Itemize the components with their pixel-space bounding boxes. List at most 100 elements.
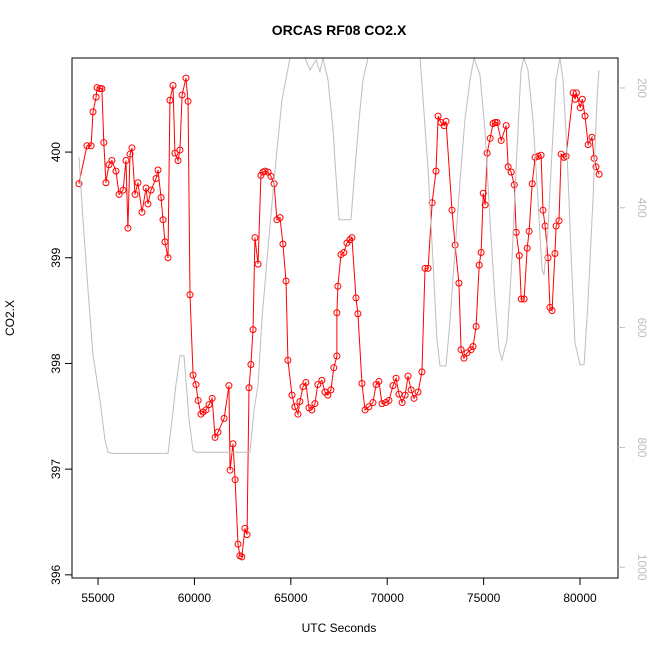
data-point [334, 282, 342, 290]
data-point [440, 122, 448, 130]
data-point [238, 553, 246, 561]
data-point [562, 152, 570, 160]
data-point [428, 199, 436, 207]
data-point [131, 190, 139, 198]
data-point [520, 295, 528, 303]
data-point [102, 179, 110, 187]
data-point [434, 112, 442, 120]
data-point [330, 364, 338, 372]
data-point [555, 217, 563, 225]
data-point [469, 343, 477, 351]
y-tick-label: 400 [49, 142, 63, 162]
data-point [157, 194, 165, 202]
data-point [523, 244, 531, 252]
data-point [552, 222, 560, 230]
data-point [197, 410, 205, 418]
data-point [178, 91, 186, 99]
series-line [78, 58, 600, 454]
y2-tick-label: 1000 [635, 554, 649, 581]
y2-tick-label: 800 [635, 437, 649, 457]
data-point [189, 371, 197, 379]
data-point [595, 170, 603, 178]
data-point [442, 117, 450, 125]
x-tick-label: 65000 [274, 591, 308, 605]
data-point [171, 149, 179, 157]
data-point [126, 150, 134, 158]
data-point [358, 380, 366, 388]
data-point [486, 134, 494, 142]
data-point [418, 368, 426, 376]
data-point [455, 279, 463, 287]
data-point [569, 89, 577, 97]
data-point [128, 144, 136, 152]
data-point [584, 141, 592, 149]
data-point [134, 179, 142, 187]
y2-tick-label: 200 [635, 78, 649, 98]
data-point [284, 356, 292, 364]
data-point [294, 410, 302, 418]
data-point [296, 397, 304, 405]
data-point [448, 206, 456, 214]
data-point [410, 394, 418, 402]
data-point [507, 168, 515, 176]
data-point [229, 440, 237, 448]
data-point [340, 248, 348, 256]
data-point [571, 95, 579, 103]
data-point [475, 261, 483, 269]
data-point [241, 524, 249, 532]
data-point [92, 93, 100, 101]
data-point [169, 81, 177, 89]
data-point [182, 74, 190, 82]
data-point [87, 142, 95, 150]
data-point [572, 89, 580, 97]
data-point [124, 224, 132, 232]
data-point [282, 277, 290, 285]
x-tick-label: 70000 [371, 591, 405, 605]
data-point [279, 240, 287, 248]
data-point [276, 214, 284, 222]
data-point [291, 403, 299, 411]
data-point [385, 396, 393, 404]
y-tick-label: 397 [49, 459, 63, 479]
y-tick-label: 399 [49, 247, 63, 267]
data-point [548, 307, 556, 315]
data-point [245, 384, 253, 392]
chart-title: ORCAS RF08 CO2.X [272, 22, 407, 38]
data-point [211, 433, 219, 441]
data-point [510, 181, 518, 189]
data-point [483, 149, 491, 157]
x-axis-label: UTC Seconds [302, 621, 377, 635]
data-point [119, 186, 127, 194]
data-point [460, 354, 468, 362]
data-point [493, 118, 501, 126]
data-point [302, 378, 310, 386]
data-point [389, 382, 397, 390]
data-point [401, 391, 409, 399]
data-point [398, 399, 406, 407]
data-point [152, 174, 160, 182]
data-point [477, 248, 485, 256]
data-point [479, 189, 487, 197]
data-point [202, 406, 210, 414]
data-point [404, 372, 412, 380]
y2-tick-label: 400 [635, 198, 649, 218]
data-point [231, 476, 239, 484]
data-point [407, 386, 415, 394]
data-point [176, 146, 184, 154]
data-point [164, 254, 172, 262]
data-point [208, 394, 216, 402]
data-point [184, 97, 192, 105]
data-point [354, 310, 362, 318]
data-point [205, 401, 213, 409]
y-axis-label: CO2.X [3, 300, 17, 336]
data-point [161, 238, 169, 246]
data-point [333, 309, 341, 317]
data-point [144, 200, 152, 208]
data-point [327, 386, 335, 394]
data-point [504, 163, 512, 171]
data-point [457, 346, 465, 354]
data-point [98, 85, 106, 93]
data-point [592, 163, 600, 171]
data-point [159, 216, 167, 224]
